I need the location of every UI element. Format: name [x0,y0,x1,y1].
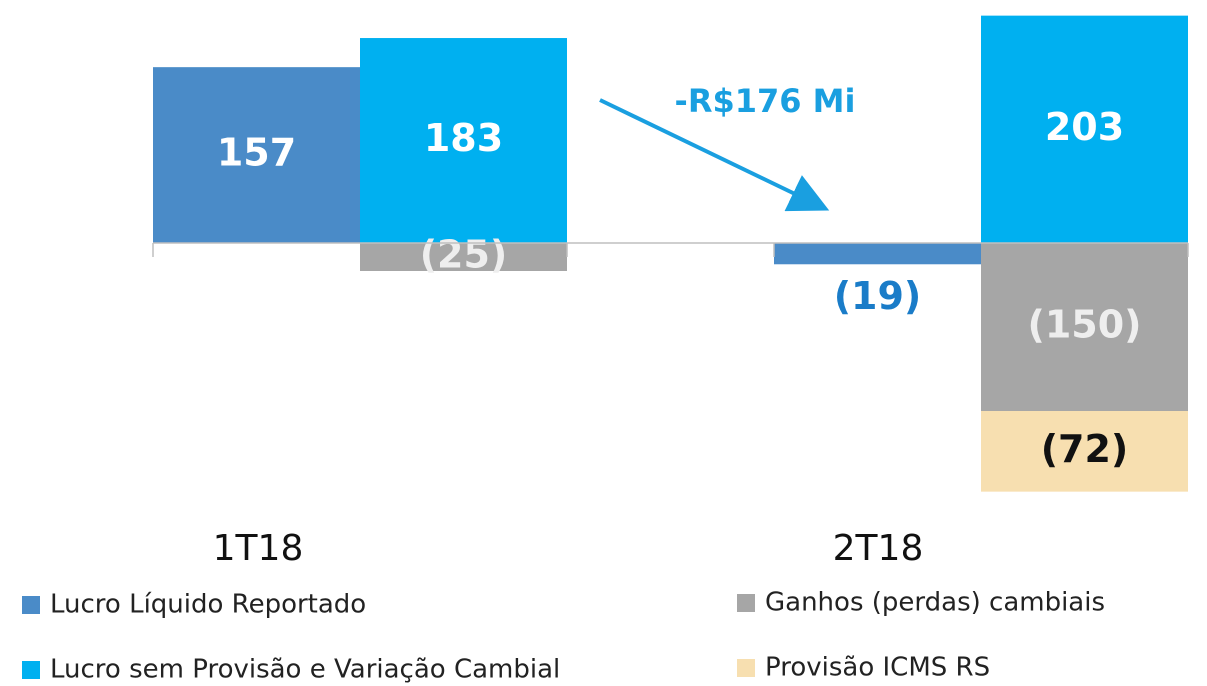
legend-label: Lucro Líquido Reportado [50,590,366,620]
bar [360,243,567,271]
legend-swatch [737,594,755,612]
bar [981,15,1188,244]
value-label: (72) [1041,427,1129,471]
value-label: 203 [1045,105,1124,149]
legend-swatch [22,596,40,614]
value-label: (150) [1027,303,1141,347]
value-label: 157 [217,131,296,175]
annotation: -R$176 Mi [675,82,856,120]
legend-swatch [22,661,40,679]
bar [981,243,1188,411]
bar [360,38,567,243]
bar [153,67,360,243]
x-tick-label: 1T18 [213,528,304,569]
value-label: 183 [424,116,503,160]
legend-label: Lucro sem Provisão e Variação Cambial [50,655,560,685]
value-label: (19) [834,274,922,318]
bar [774,243,981,265]
legend-swatch [737,659,755,677]
bar [981,411,1188,492]
legend-label: Provisão ICMS RS [765,653,990,683]
x-tick-label: 2T18 [833,528,924,569]
legend-label: Ganhos (perdas) cambiais [765,588,1105,618]
arrow [599,98,830,212]
value-label: (25) [420,233,508,277]
